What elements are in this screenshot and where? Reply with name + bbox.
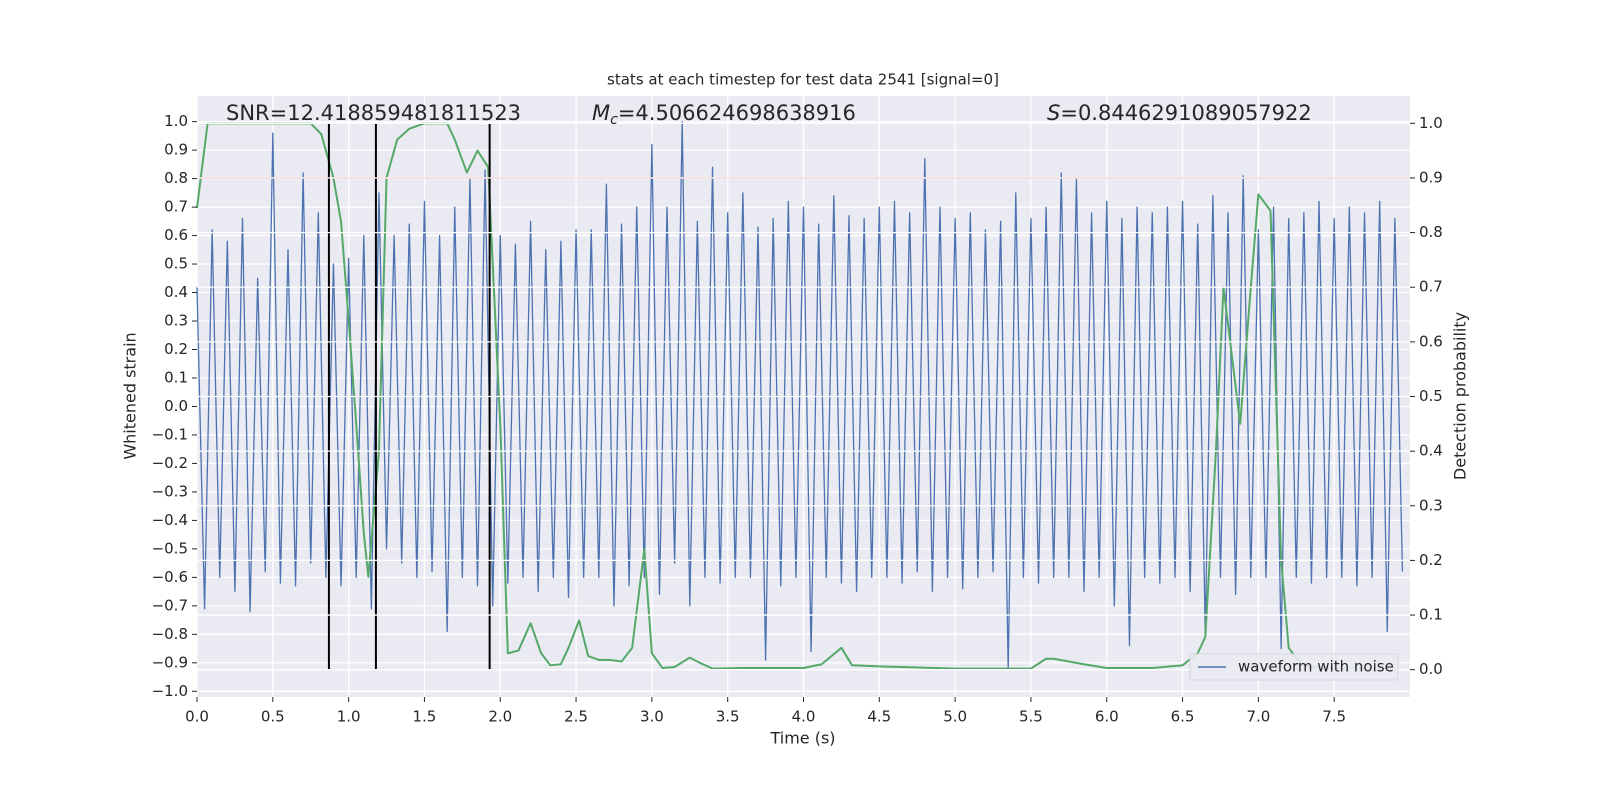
x-tick-label: 5.5 [1019,708,1043,726]
x-tick-label: 0.5 [261,708,285,726]
y-axis-label: Whitened strain [121,332,140,459]
y-tick-label: 0.2 [164,340,188,358]
y2-tick-label: 0.7 [1419,278,1443,296]
annotation-text: =4.506624698638916 [618,101,856,125]
x-tick-label: 4.0 [792,708,816,726]
annotation-text: =0.8446291089057922 [1060,101,1311,125]
annotation-symbol: M [592,101,610,125]
legend-label: waveform with noise [1238,658,1394,676]
x-tick-label: 7.5 [1322,708,1346,726]
y2-tick-label: 0.3 [1419,496,1443,514]
annotation-symbol: S [1047,101,1060,125]
y-tick-label: −0.3 [152,482,188,500]
x-tick-label: 1.5 [413,708,437,726]
y-tick-label: −0.6 [152,568,188,586]
chart-title: stats at each timestep for test data 254… [607,71,999,89]
y-tick-label: 1.0 [164,112,188,130]
y-tick-label: −0.2 [152,454,188,472]
y-tick-label: −0.9 [152,653,188,671]
x-tick-label: 6.5 [1171,708,1195,726]
y-tick-label: 0.0 [164,397,188,415]
y2-axis-label: Detection probability [1451,312,1470,480]
y-tick-label: 0.9 [164,141,188,159]
x-tick-label: 1.0 [337,708,361,726]
y-tick-label: −0.5 [152,539,188,557]
y2-tick-label: 0.2 [1419,551,1443,569]
line-series [196,122,1395,670]
y2-tick-label: 1.0 [1419,114,1443,132]
y2-tick-label: 0.5 [1419,387,1443,405]
x-tick-label: 6.0 [1095,708,1119,726]
y-tick-label: 0.7 [164,198,188,216]
y2-tick-label: 0.0 [1419,660,1443,678]
y2-tick-label: 0.1 [1419,606,1443,624]
y-tick-label: 0.8 [164,169,188,187]
x-axis-label: Time (s) [769,729,835,748]
x-tick-label: 3.0 [640,708,664,726]
legend-box [1189,653,1399,681]
y-tick-label: −0.4 [152,511,188,529]
x-tick-label: 2.5 [564,708,588,726]
line-series [196,120,1404,670]
x-tick-label: 0.0 [185,708,209,726]
y-tick-label: 0.1 [164,368,188,386]
x-tick-label: 4.5 [867,708,891,726]
y-tick-label: 0.5 [164,255,188,273]
y2-tick-label: 0.6 [1419,332,1443,350]
x-tick-label: 3.5 [716,708,740,726]
y-tick-label: −0.1 [152,425,188,443]
y2-tick-label: 0.8 [1419,223,1443,241]
y2-tick-label: 0.9 [1419,168,1443,186]
y-tick-label: −0.8 [152,625,188,643]
y-tick-label: 0.4 [164,283,188,301]
y-tick-label: −0.7 [152,596,188,614]
annotation: Mc=4.506624698638916 [592,101,856,128]
y-tick-label: 0.3 [164,312,188,330]
x-tick-label: 5.0 [943,708,967,726]
annotation-subscript: c [610,112,618,128]
annotation: S=0.8446291089057922 [1047,101,1312,125]
annotation: SNR=12.418859481811523 [226,101,521,125]
y2-tick-label: 0.4 [1419,442,1443,460]
x-tick-label: 7.0 [1246,708,1270,726]
y-tick-label: 0.6 [164,226,188,244]
x-tick-label: 2.0 [488,708,512,726]
y-tick-label: −1.0 [152,682,188,700]
